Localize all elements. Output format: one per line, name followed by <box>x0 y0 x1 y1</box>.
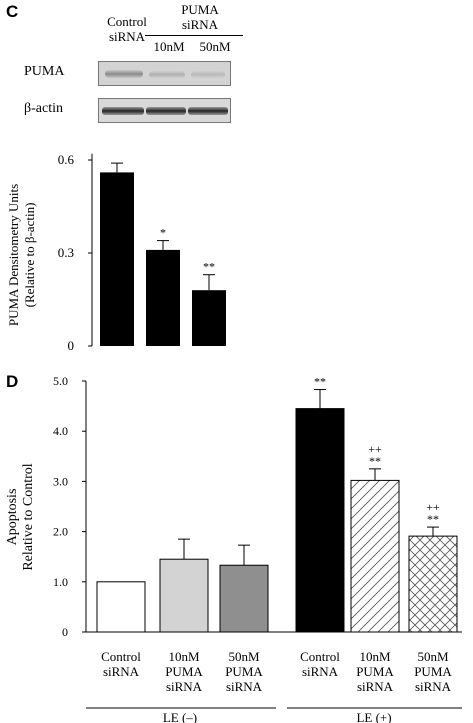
chart-d-y-tick-label: 3.0 <box>53 474 68 488</box>
chart-d-category-label: Control <box>101 649 141 664</box>
blot-header-puma-underline <box>145 35 243 36</box>
blot-band-actin-3 <box>188 107 228 115</box>
chart-d-category-label: 50nM <box>228 649 260 664</box>
panel-c-letter: C <box>6 2 19 21</box>
chart-d-bar <box>350 479 400 633</box>
chart-d-significance-label: ++ <box>368 442 382 456</box>
chart-d-category-label: siRNA <box>302 664 339 679</box>
chart-d-category-label: PUMA <box>414 664 452 679</box>
chart-d-y-tick-label: 2.0 <box>53 525 68 539</box>
chart-c-bar <box>192 290 226 346</box>
blot-header-control-line2: siRNA <box>108 29 146 44</box>
chart-d-category-label: 10nM <box>168 649 200 664</box>
blot-band-actin-1 <box>102 107 144 115</box>
chart-c-significance-label: * <box>160 226 166 240</box>
chart-d-bar <box>219 564 269 633</box>
chart-d-category-label: 10nM <box>359 649 391 664</box>
chart-d-bar <box>408 535 458 633</box>
chart-d-bar <box>96 581 146 633</box>
blot-header-control: Control siRNA <box>92 14 162 44</box>
chart-d-bar <box>295 408 345 633</box>
chart-d-category-label: siRNA <box>415 679 452 694</box>
blot-row-label-actin: β-actin <box>24 101 63 116</box>
chart-d-group-label-plus: LE (+) <box>356 710 391 723</box>
chart-d-significance-label: ** <box>314 375 326 389</box>
chart-d-category-label: siRNA <box>226 679 263 694</box>
chart-d-y-tick-label: 1.0 <box>53 575 68 589</box>
chart-d-category-label: siRNA <box>166 679 203 694</box>
chart-d-category-label: PUMA <box>165 664 203 679</box>
chart-c-significance-label: ** <box>203 260 215 274</box>
chart-d-category-label: siRNA <box>103 664 140 679</box>
chart-c-bar <box>100 172 134 346</box>
blot-band-actin-2 <box>146 107 186 115</box>
chart-d-group-label-minus: LE (–) <box>163 710 197 723</box>
chart-d-y-tick-label: 5.0 <box>53 374 68 388</box>
chart-d-significance-label: ++ <box>426 500 440 514</box>
chart-c-y-axis-label-line: PUMA Densitometry Units <box>6 184 21 326</box>
blot-band-puma-1 <box>105 70 143 78</box>
panel-d-letter: D <box>6 372 19 391</box>
chart-c-y-axis-label: PUMA Densitometry Units(Relative to β-ac… <box>6 184 37 326</box>
blot-row-label-puma: PUMA <box>24 64 65 79</box>
blot-band-puma-2 <box>149 71 185 78</box>
blot-strip-puma <box>98 61 231 86</box>
chart-d-category-label: PUMA <box>225 664 263 679</box>
blot-strip-actin <box>98 98 231 123</box>
blot-header-control-line1: Control <box>107 14 147 29</box>
chart-d-y-axis-label-line: Relative to Control <box>21 463 36 570</box>
chart-c-y-axis-label-line: (Relative to β-actin) <box>22 203 37 308</box>
chart-d-bar <box>159 558 209 633</box>
chart-d-y-tick-label: 0 <box>62 625 68 639</box>
blot-header-dose-10nm: 10nM <box>153 39 185 54</box>
chart-d: 0 1.0 2.0 3.0 4.0 5.0 ApoptosisRelative to Con… <box>5 374 462 723</box>
chart-c-y-tick-label: 0.3 <box>58 245 74 260</box>
chart-d-y-axis-label: ApoptosisRelative to Control <box>5 463 36 570</box>
chart-d-y-axis-label-line: Apoptosis <box>5 489 20 546</box>
chart-c: 0 0.3 0.6 PUMA Densitometry Units(Relative … <box>6 152 226 353</box>
blot-header-puma-line1: PUMA <box>181 2 219 17</box>
chart-d-category-label: Control <box>300 649 340 664</box>
blot-header-dose-50nm: 50nM <box>199 39 231 54</box>
chart-d-category-label: siRNA <box>357 679 394 694</box>
chart-c-y-tick-label: 0.6 <box>58 152 75 167</box>
chart-d-y-tick-label: 4.0 <box>53 424 68 438</box>
blot-header-puma-line2: siRNA <box>181 17 219 32</box>
chart-d-significance-label: ** <box>369 454 381 468</box>
chart-c-bar <box>146 249 180 346</box>
blot-band-puma-3 <box>191 71 225 78</box>
chart-c-y-tick-label: 0 <box>68 338 75 353</box>
chart-d-category-label: PUMA <box>356 664 394 679</box>
blot-header-puma: PUMA siRNA <box>160 2 240 32</box>
chart-d-category-label: 50nM <box>417 649 449 664</box>
chart-d-significance-label: ** <box>427 512 439 526</box>
